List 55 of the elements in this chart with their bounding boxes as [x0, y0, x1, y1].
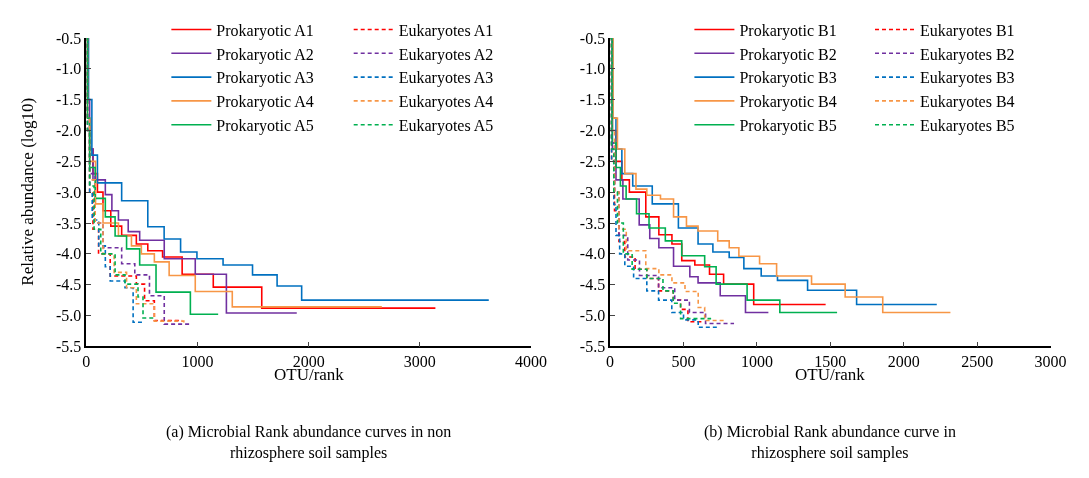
y-tick-label: -0.5	[56, 29, 82, 47]
legend-label: Eukaryotes B2	[919, 45, 1015, 64]
legend-label: Prokaryotic A1	[216, 21, 314, 40]
x-tick-label: 0	[82, 353, 91, 371]
x-tick-label: 2500	[961, 353, 994, 371]
y-axis-title: Relative abundance (log10)	[18, 97, 38, 286]
y-tick-label: -2.5	[56, 152, 82, 170]
legend-label: Eukaryotes B3	[919, 69, 1015, 88]
x-tick-label: 3000	[403, 353, 436, 371]
x-tick-label: 0	[606, 353, 615, 371]
y-tick-label: -4.5	[579, 276, 606, 294]
legend-label: Eukaryotes A5	[398, 116, 494, 135]
y-tick-label: -5.5	[579, 337, 606, 355]
y-tick-label: -5.5	[56, 337, 82, 355]
y-tick-label: -1.0	[579, 60, 606, 78]
legend-label: Prokaryotic B2	[739, 45, 837, 64]
text: (a) Microbial Rank abundance curves in non rhizosphere soil samples	[166, 423, 452, 462]
x-tick-label: 500	[671, 353, 696, 371]
legend-label: Eukaryotes B4	[919, 93, 1015, 112]
y-tick-label: -2.5	[579, 152, 606, 170]
x-tick-label: 1000	[740, 353, 773, 371]
y-tick-label: -5.0	[579, 307, 606, 325]
y-tick-label: -4.0	[579, 245, 606, 263]
y-tick-label: -4.5	[56, 276, 82, 294]
x-tick-label: 3000	[1034, 353, 1067, 371]
y-tick-label: -3.0	[579, 183, 606, 201]
x-tick-label: 1000	[181, 353, 214, 371]
x-tick-label: 4000	[515, 353, 548, 371]
y-tick-label: -2.0	[579, 122, 606, 140]
y-tick-label: -3.5	[579, 214, 606, 232]
y-tick-label: -1.5	[56, 91, 82, 109]
y-tick-label: -3.5	[56, 214, 82, 232]
y-tick-label: -1.5	[579, 91, 606, 109]
legend-label: Prokaryotic B3	[739, 69, 837, 88]
legend-label: Prokaryotic B1	[739, 21, 837, 40]
legend-label: Prokaryotic A5	[216, 116, 314, 135]
legend-label: Eukaryotes A1	[398, 21, 494, 40]
legend-label: Prokaryotic A2	[216, 45, 314, 64]
legend-label: Eukaryotes A2	[398, 45, 494, 64]
legend-label: Prokaryotic B5	[739, 116, 837, 135]
y-tick-label: -4.0	[56, 245, 82, 263]
x-tick-label: 2000	[887, 353, 920, 371]
legend-label: Eukaryotes A4	[398, 93, 494, 112]
legend-label: Eukaryotes B1	[919, 21, 1015, 40]
legend-label: Prokaryotic B4	[739, 93, 837, 112]
y-tick-label: -2.0	[56, 122, 82, 140]
y-tick-label: -1.0	[56, 60, 82, 78]
legend-label: Eukaryotes B5	[919, 116, 1015, 135]
text: (b) Microbial Rank abundance curve in rhizosphere soil samples	[704, 423, 956, 462]
y-tick-label: -3.0	[56, 183, 82, 201]
legend-label: Prokaryotic A3	[216, 69, 314, 88]
legend-label: Prokaryotic A4	[216, 93, 314, 112]
y-tick-label: -0.5	[579, 29, 606, 47]
y-tick-label: -5.0	[56, 307, 82, 325]
legend-label: Eukaryotes A3	[398, 69, 494, 88]
